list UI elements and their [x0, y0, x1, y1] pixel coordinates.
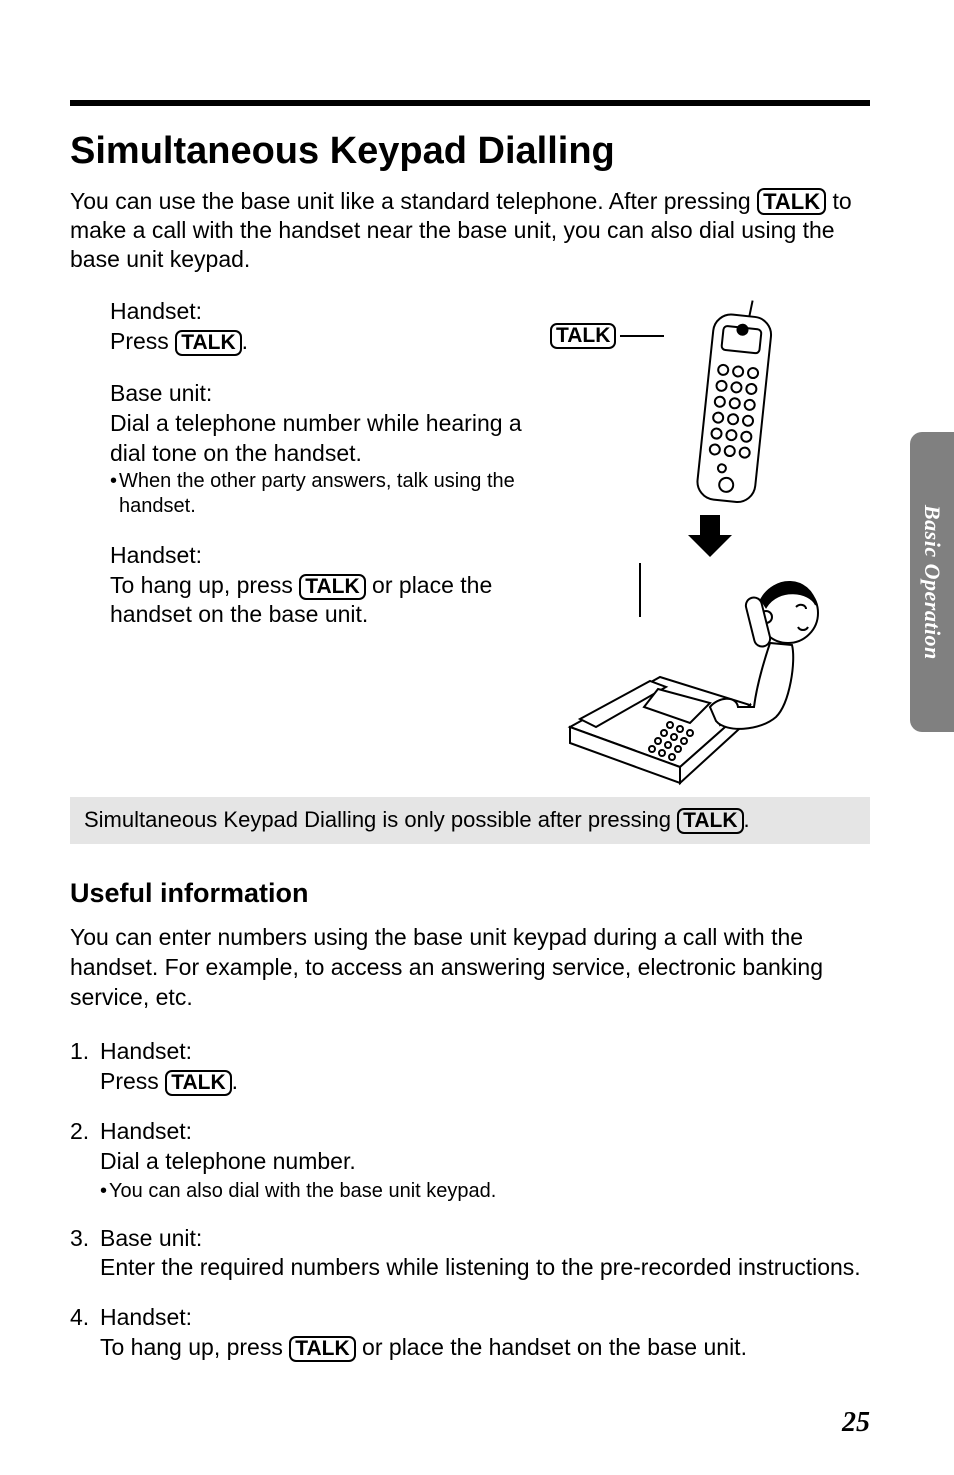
list-item-1-text-a: Press	[100, 1068, 165, 1094]
list-item-2-bullet: • You can also dial with the base unit k…	[100, 1179, 870, 1204]
step-2-instruction: Dial a telephone number while hearing a …	[110, 409, 536, 469]
top-rule	[70, 100, 870, 106]
numbered-list: Handset: Press TALK. Handset: Dial a tel…	[70, 1037, 870, 1363]
list-item-3-label: Base unit:	[100, 1225, 202, 1251]
useful-heading: Useful information	[70, 878, 870, 909]
list-item-4-label: Handset:	[100, 1304, 192, 1330]
talk-key-inline: TALK	[299, 574, 365, 600]
bullet-icon: •	[100, 1179, 107, 1204]
talk-key-inline: TALK	[175, 330, 241, 356]
step-2-bullet: • When the other party answers, talk usi…	[110, 469, 536, 519]
step-1: Handset: Press TALK.	[110, 297, 536, 357]
talk-key-inline: TALK	[289, 1336, 355, 1362]
callout-text-b: .	[744, 807, 750, 832]
list-item: Handset: Dial a telephone number. • You …	[70, 1117, 870, 1204]
intro-text-a: You can use the base unit like a standar…	[70, 188, 757, 214]
handset-illustration	[670, 297, 790, 517]
step-3: Handset: To hang up, press TALK or place…	[110, 541, 536, 631]
callout-text-a: Simultaneous Keypad Dialling is only pos…	[84, 807, 677, 832]
list-item-1-label: Handset:	[100, 1038, 192, 1064]
step-1-text-a: Press	[110, 328, 175, 354]
steps-column: Handset: Press TALK. Base unit: Dial a t…	[70, 297, 542, 652]
step-2-label: Base unit:	[110, 379, 536, 409]
step-3-text-a: To hang up, press	[110, 572, 299, 598]
step-3-instruction: To hang up, press TALK or place the hand…	[110, 571, 536, 631]
page-number: 25	[842, 1407, 870, 1439]
step-1-text-b: .	[242, 328, 248, 354]
list-item-4-text-a: To hang up, press	[100, 1334, 289, 1360]
step-1-instruction: Press TALK.	[110, 327, 536, 357]
list-item-4-text-b: or place the handset on the base unit.	[356, 1334, 747, 1360]
intro-paragraph: You can use the base unit like a standar…	[70, 187, 870, 273]
step-2: Base unit: Dial a telephone number while…	[110, 379, 536, 519]
page: Simultaneous Keypad Dialling You can use…	[0, 0, 954, 1475]
list-item-2-bullet-text: You can also dial with the base unit key…	[109, 1179, 496, 1204]
step-3-label: Handset:	[110, 541, 536, 571]
list-item: Handset: To hang up, press TALK or place…	[70, 1303, 870, 1363]
note-callout: Simultaneous Keypad Dialling is only pos…	[70, 797, 870, 844]
section-tab-label: Basic Operation	[919, 505, 945, 660]
step-2-bullet-text: When the other party answers, talk using…	[119, 469, 536, 519]
list-item-2-text: Dial a telephone number.	[100, 1148, 356, 1174]
bullet-icon: •	[110, 469, 117, 519]
talk-key-inline: TALK	[757, 188, 826, 215]
talk-callout-row: TALK	[550, 297, 870, 517]
steps-row: Handset: Press TALK. Base unit: Dial a t…	[70, 297, 870, 787]
down-arrow-icon	[680, 511, 740, 561]
talk-key-callout: TALK	[550, 323, 616, 349]
talk-key-inline: TALK	[165, 1070, 231, 1096]
list-item-1-text-b: .	[232, 1068, 238, 1094]
list-item-2-label: Handset:	[100, 1118, 192, 1144]
talk-callout: TALK	[550, 297, 664, 349]
talk-key-inline: TALK	[677, 808, 743, 834]
person-base-illustration	[540, 557, 840, 787]
list-item-3-text: Enter the required numbers while listeni…	[100, 1254, 861, 1280]
step-1-label: Handset:	[110, 297, 536, 327]
list-item: Base unit: Enter the required numbers wh…	[70, 1224, 870, 1284]
callout-leader-line	[620, 331, 664, 341]
list-item: Handset: Press TALK.	[70, 1037, 870, 1097]
page-title: Simultaneous Keypad Dialling	[70, 130, 870, 173]
illustration-column: TALK	[550, 297, 870, 787]
section-tab: Basic Operation	[910, 432, 954, 732]
useful-paragraph: You can enter numbers using the base uni…	[70, 923, 870, 1013]
